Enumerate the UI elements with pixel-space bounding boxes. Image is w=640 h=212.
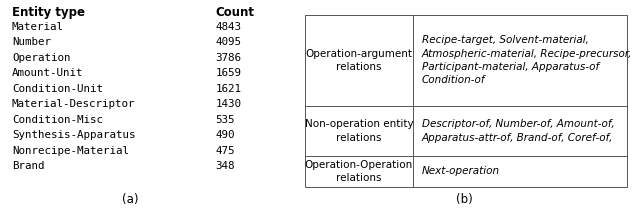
Text: 490: 490: [216, 130, 235, 140]
Text: Next-operation: Next-operation: [422, 166, 500, 176]
Text: (b): (b): [456, 193, 472, 206]
Text: Operation-Operation
relations: Operation-Operation relations: [305, 160, 413, 183]
Text: Entity type: Entity type: [12, 6, 85, 19]
Text: Recipe-target, Solvent-material,
Atmospheric-material, Recipe-precursor,
Partici: Recipe-target, Solvent-material, Atmosph…: [422, 35, 632, 85]
Text: 348: 348: [216, 161, 235, 171]
Text: 535: 535: [216, 115, 235, 125]
Text: Condition-Unit: Condition-Unit: [12, 84, 103, 94]
Text: Count: Count: [216, 6, 255, 19]
Text: Operation-argument
relations: Operation-argument relations: [305, 49, 412, 72]
Text: 4095: 4095: [216, 37, 241, 47]
Text: 4843: 4843: [216, 22, 241, 32]
Text: Non-operation entity
relations: Non-operation entity relations: [305, 119, 413, 143]
Text: Material: Material: [12, 22, 64, 32]
Text: Amount-Unit: Amount-Unit: [12, 68, 83, 78]
Text: 1621: 1621: [216, 84, 241, 94]
Text: Operation: Operation: [12, 53, 70, 63]
Text: Brand: Brand: [12, 161, 44, 171]
Bar: [305, 15, 627, 187]
Text: Number: Number: [12, 37, 51, 47]
Text: Condition-Misc: Condition-Misc: [12, 115, 103, 125]
Text: (a): (a): [122, 193, 138, 206]
Text: 3786: 3786: [216, 53, 241, 63]
Text: Material-Descriptor: Material-Descriptor: [12, 99, 136, 109]
Text: Synthesis-Apparatus: Synthesis-Apparatus: [12, 130, 136, 140]
Text: 475: 475: [216, 146, 235, 156]
Text: Nonrecipe-Material: Nonrecipe-Material: [12, 146, 129, 156]
Text: Descriptor-of, Number-of, Amount-of,
Apparatus-attr-of, Brand-of, Coref-of,: Descriptor-of, Number-of, Amount-of, App…: [422, 119, 614, 143]
Text: 1430: 1430: [216, 99, 241, 109]
Text: 1659: 1659: [216, 68, 241, 78]
